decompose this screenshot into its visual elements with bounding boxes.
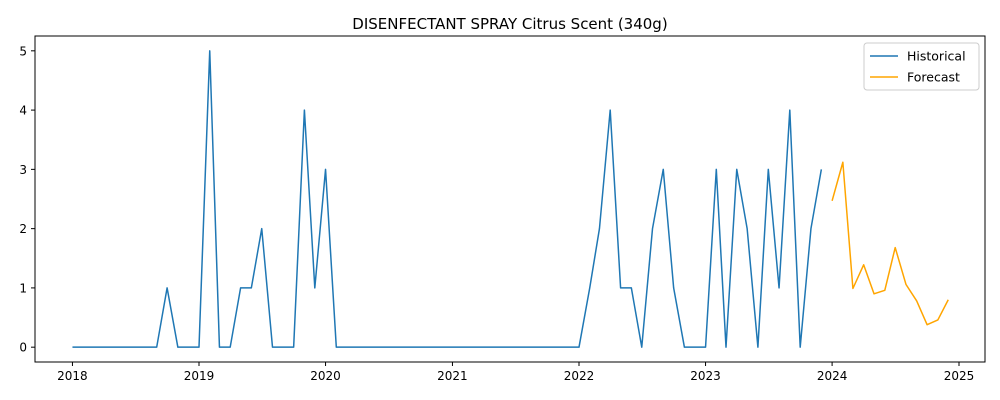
- x-tick-label: 2021: [437, 369, 468, 383]
- chart-title: DISENFECTANT SPRAY Citrus Scent (340g): [352, 15, 667, 33]
- y-tick-label: 5: [19, 44, 27, 58]
- x-tick-label: 2018: [57, 369, 88, 383]
- legend-box: [863, 42, 980, 91]
- legend-label-forecast: Forecast: [907, 70, 960, 85]
- y-tick-label: 4: [19, 104, 27, 118]
- x-tick-label: 2025: [944, 369, 975, 383]
- y-tick-label: 0: [19, 341, 27, 355]
- y-tick-label: 2: [19, 222, 27, 236]
- y-axis: 0 1 2 3 4 5: [19, 44, 35, 355]
- x-tick-label: 2023: [690, 369, 721, 383]
- x-tick-label: 2020: [310, 369, 341, 383]
- series-line-historical: [72, 50, 823, 348]
- plot-area-frame: [34, 35, 986, 363]
- series-line-forecast: [831, 161, 949, 326]
- x-tick-label: 2019: [184, 369, 215, 383]
- y-tick-label: 1: [19, 281, 27, 295]
- legend-label-historical: Historical: [907, 49, 966, 64]
- series-layer: [72, 50, 949, 348]
- x-tick-label: 2024: [817, 369, 848, 383]
- x-tick-label: 2022: [564, 369, 595, 383]
- y-tick-label: 3: [19, 163, 27, 177]
- x-axis: 2018 2019 2020 2021 2022 2023 2024 2025: [57, 362, 974, 383]
- legend: Historical Forecast: [863, 42, 980, 91]
